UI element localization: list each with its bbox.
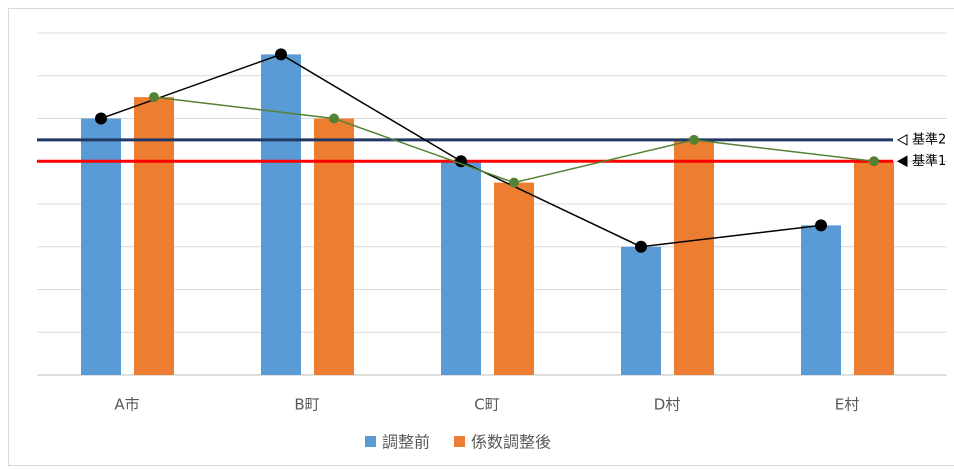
reference-label: 基準1: [912, 153, 946, 169]
reference-label: 基準2: [912, 131, 946, 147]
reference-marker: [896, 134, 908, 146]
line-marker: [95, 112, 107, 125]
bar: [134, 97, 174, 375]
legend-label: 係数調整後: [471, 433, 551, 452]
bar: [801, 225, 841, 375]
bar: [494, 182, 534, 375]
line-marker: [509, 177, 519, 188]
bar: [261, 54, 301, 375]
x-tick-label: C町: [474, 396, 499, 414]
bar: [441, 161, 481, 375]
line-marker: [329, 113, 339, 124]
bar: [621, 246, 661, 375]
x-tick-label: D村: [654, 396, 681, 414]
line-marker: [275, 48, 287, 61]
bar: [314, 118, 354, 375]
x-tick-label: B町: [294, 396, 319, 414]
bar: [674, 139, 714, 375]
legend-swatch: [454, 436, 466, 447]
line-marker: [149, 92, 159, 103]
x-tick-label: A市: [114, 396, 139, 414]
line-marker: [635, 240, 647, 253]
reference-marker: [896, 155, 908, 168]
line-marker: [869, 156, 879, 167]
line-marker: [815, 219, 827, 232]
bar: [81, 118, 121, 375]
x-tick-label: E村: [835, 396, 859, 414]
legend-label: 調整前: [382, 433, 430, 452]
legend-swatch: [365, 436, 376, 447]
line-marker: [689, 134, 699, 145]
bar: [854, 161, 894, 375]
